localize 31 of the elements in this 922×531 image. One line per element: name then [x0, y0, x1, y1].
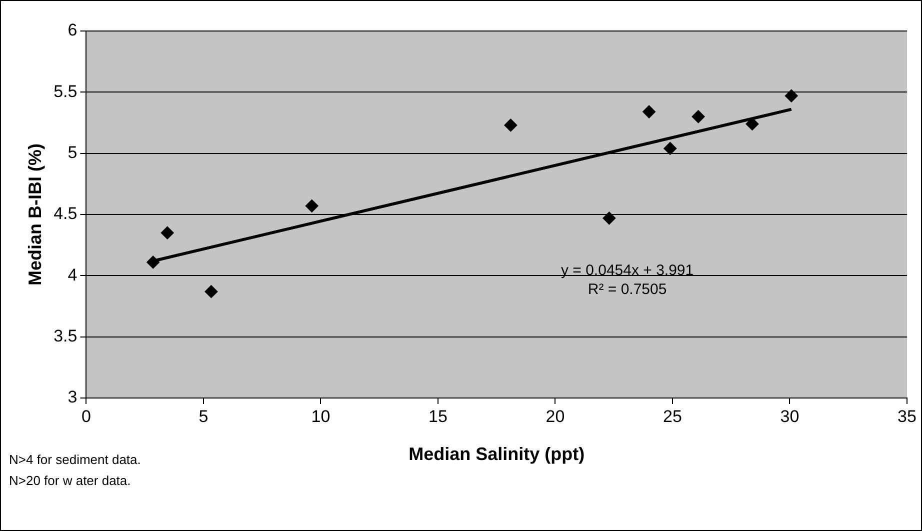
y-axis-title: Median B-IBI (%)	[24, 144, 45, 286]
y-tick-label: 5.5	[54, 82, 78, 101]
point	[602, 212, 616, 225]
point	[305, 199, 318, 212]
x-tick-label: 15	[428, 406, 448, 426]
y-tick-label: 4.5	[54, 204, 78, 224]
point	[160, 226, 174, 240]
point	[784, 89, 798, 102]
x-tick-label: 25	[663, 406, 682, 426]
y-tick-label: 3	[68, 388, 78, 407]
x-tick-label: 5	[198, 406, 208, 426]
x-tick-label: 10	[311, 406, 330, 426]
point	[642, 105, 656, 118]
x-axis-title: Median Salinity (ppt)	[408, 444, 585, 464]
point	[504, 118, 518, 132]
y-tick-label: 6	[68, 20, 78, 40]
point	[146, 256, 160, 269]
text: N>4 for sediment data.	[9, 451, 141, 469]
point	[664, 142, 677, 155]
x-tick-label: 35	[898, 406, 916, 426]
y-tick-label: 3.5	[54, 326, 78, 346]
point	[692, 110, 705, 124]
y-tick-label: 5	[68, 143, 78, 162]
point	[204, 285, 218, 298]
y-tick-label: 4	[68, 265, 78, 284]
x-tick-label: 20	[546, 406, 565, 426]
x-tick-label: 30	[780, 406, 800, 426]
annotation: R² = 0.7505	[586, 280, 668, 299]
point	[746, 117, 759, 130]
text: N>20 for w ater data.	[9, 472, 132, 490]
x-tick-label: 0	[82, 406, 91, 426]
